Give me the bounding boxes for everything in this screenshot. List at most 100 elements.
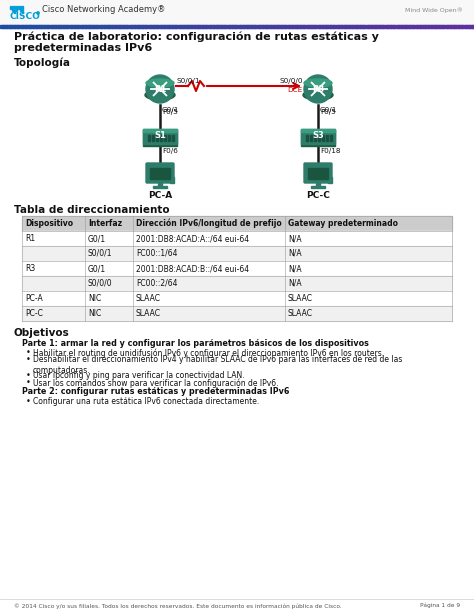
Bar: [136, 25, 138, 28]
Bar: [319, 25, 321, 28]
Bar: [269, 25, 271, 28]
Bar: [84, 25, 86, 28]
Ellipse shape: [303, 90, 333, 100]
Bar: [16, 6, 17, 11]
Bar: [436, 25, 438, 28]
Bar: [234, 25, 236, 28]
Bar: [164, 25, 166, 28]
Bar: [150, 25, 152, 28]
Bar: [74, 25, 76, 28]
Bar: [90, 25, 92, 28]
Bar: [215, 25, 217, 28]
Bar: [452, 25, 454, 28]
Bar: [20, 25, 23, 28]
Bar: [158, 181, 162, 186]
Bar: [240, 25, 242, 28]
Bar: [383, 25, 384, 28]
Bar: [22, 291, 452, 306]
Text: predeterminadas IPv6: predeterminadas IPv6: [14, 43, 152, 53]
Bar: [36, 25, 38, 28]
Bar: [49, 25, 51, 28]
Bar: [65, 25, 67, 28]
Bar: [406, 25, 408, 28]
Bar: [11, 25, 13, 28]
Text: Cisco Networking Academy®: Cisco Networking Academy®: [42, 6, 165, 15]
Bar: [41, 25, 43, 28]
Bar: [431, 25, 433, 28]
Bar: [44, 25, 46, 28]
Bar: [403, 25, 405, 28]
Bar: [101, 25, 103, 28]
Bar: [273, 25, 275, 28]
Bar: [0, 25, 2, 28]
Bar: [152, 135, 155, 141]
Bar: [283, 25, 285, 28]
Bar: [449, 25, 451, 28]
Bar: [318, 25, 319, 28]
Bar: [191, 25, 193, 28]
Bar: [349, 25, 351, 28]
Bar: [275, 25, 277, 28]
Bar: [193, 25, 195, 28]
Bar: [416, 25, 418, 28]
Bar: [408, 25, 410, 28]
Bar: [332, 25, 334, 28]
Bar: [22, 231, 452, 246]
Bar: [87, 25, 89, 28]
Bar: [137, 25, 139, 28]
Text: S1: S1: [154, 132, 166, 140]
Bar: [183, 25, 185, 28]
Bar: [318, 135, 320, 141]
Bar: [46, 25, 48, 28]
Bar: [139, 25, 141, 28]
Bar: [73, 25, 75, 28]
Bar: [128, 25, 130, 28]
Bar: [417, 25, 419, 28]
Bar: [326, 135, 328, 141]
Bar: [22, 246, 452, 261]
Bar: [374, 25, 376, 28]
Bar: [430, 25, 432, 28]
Bar: [98, 25, 100, 28]
Bar: [198, 25, 200, 28]
Bar: [343, 25, 345, 28]
Bar: [466, 25, 468, 28]
Bar: [118, 25, 120, 28]
Bar: [392, 25, 394, 28]
Bar: [179, 25, 181, 28]
Bar: [341, 25, 343, 28]
Bar: [272, 25, 274, 28]
Bar: [175, 25, 177, 28]
Bar: [330, 25, 332, 28]
Bar: [340, 25, 342, 28]
Bar: [237, 25, 239, 28]
Text: S0/0/1: S0/0/1: [177, 78, 201, 84]
Bar: [58, 25, 61, 28]
Bar: [52, 25, 54, 28]
Bar: [297, 25, 299, 28]
Bar: [359, 25, 361, 28]
Bar: [172, 135, 174, 141]
Text: Usar ipconfig y ping para verificar la conectividad LAN.: Usar ipconfig y ping para verificar la c…: [33, 370, 245, 379]
Text: NIC: NIC: [88, 309, 101, 318]
Bar: [308, 25, 310, 28]
Text: S0/0/0: S0/0/0: [280, 78, 303, 84]
Bar: [177, 25, 179, 28]
Bar: [194, 25, 196, 28]
Text: N/A: N/A: [288, 279, 301, 288]
Bar: [160, 135, 163, 141]
Bar: [228, 25, 229, 28]
Bar: [219, 25, 222, 28]
Bar: [10, 6, 11, 9]
Bar: [327, 25, 329, 28]
Text: Habilitar el routing de unidifusión IPv6 y configurar el direccionamiento IPv6 e: Habilitar el routing de unidifusión IPv6…: [33, 348, 384, 357]
Text: F0/5: F0/5: [320, 109, 336, 115]
Bar: [365, 25, 367, 28]
Bar: [311, 186, 325, 188]
Bar: [425, 25, 427, 28]
Bar: [106, 25, 108, 28]
FancyBboxPatch shape: [304, 163, 332, 183]
Bar: [196, 25, 198, 28]
Bar: [455, 25, 457, 28]
Bar: [164, 135, 166, 141]
